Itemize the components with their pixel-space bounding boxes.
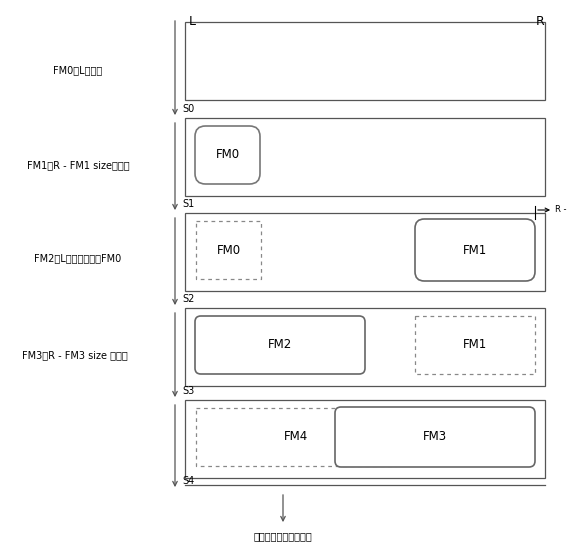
Text: 总共的刷新区内存大小: 总共的刷新区内存大小 bbox=[253, 531, 312, 541]
Bar bbox=[196, 408, 396, 466]
Text: FM3: FM3 bbox=[423, 431, 447, 444]
Text: FM0: FM0 bbox=[215, 148, 240, 161]
Text: S1: S1 bbox=[182, 199, 194, 209]
Text: FM2: FM2 bbox=[268, 338, 292, 352]
FancyBboxPatch shape bbox=[415, 219, 535, 281]
Text: S2: S2 bbox=[182, 294, 194, 304]
Text: S0: S0 bbox=[182, 104, 194, 114]
Bar bbox=[185, 118, 545, 196]
Text: FM2以L开始写，覆盖FM0: FM2以L开始写，覆盖FM0 bbox=[35, 253, 122, 263]
Bar bbox=[185, 22, 545, 100]
Text: FM0: FM0 bbox=[217, 244, 240, 257]
Text: FM1: FM1 bbox=[463, 244, 487, 257]
Bar bbox=[196, 221, 261, 279]
Text: FM1从R - FM1 size开始写: FM1从R - FM1 size开始写 bbox=[27, 160, 129, 170]
Text: FM3从R - FM3 size 开始写: FM3从R - FM3 size 开始写 bbox=[22, 350, 128, 360]
Bar bbox=[185, 400, 545, 478]
Text: S4: S4 bbox=[182, 476, 194, 486]
Text: L: L bbox=[188, 15, 196, 28]
FancyBboxPatch shape bbox=[195, 316, 365, 374]
Text: FM1: FM1 bbox=[463, 338, 487, 352]
Text: S3: S3 bbox=[182, 386, 194, 396]
Text: FM4: FM4 bbox=[284, 431, 308, 444]
Text: R: R bbox=[536, 15, 544, 28]
Bar bbox=[185, 213, 545, 291]
FancyBboxPatch shape bbox=[335, 407, 535, 467]
Bar bbox=[415, 316, 535, 374]
Bar bbox=[185, 308, 545, 386]
Text: FM0以L开始写: FM0以L开始写 bbox=[53, 65, 103, 75]
FancyBboxPatch shape bbox=[195, 126, 260, 184]
Text: R - FM1 size: R - FM1 size bbox=[555, 205, 567, 215]
